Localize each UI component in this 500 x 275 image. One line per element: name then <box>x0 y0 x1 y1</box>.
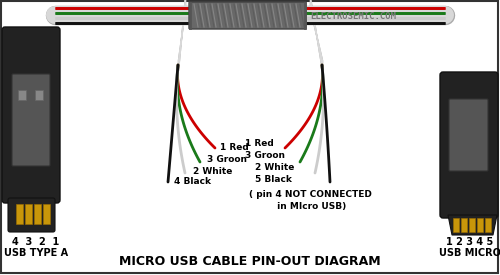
FancyBboxPatch shape <box>189 2 306 29</box>
Bar <box>469 218 475 232</box>
Bar <box>16 204 23 224</box>
Text: USB MICRO: USB MICRO <box>439 248 500 258</box>
Text: 5 Black: 5 Black <box>255 175 292 183</box>
Bar <box>485 218 491 232</box>
FancyBboxPatch shape <box>35 90 43 100</box>
Text: 3 Groon: 3 Groon <box>207 155 247 164</box>
FancyBboxPatch shape <box>440 72 498 218</box>
Text: 4 Black: 4 Black <box>174 177 211 186</box>
Text: ELECTROSEMIC.COM: ELECTROSEMIC.COM <box>310 12 396 21</box>
Text: 1 2 3 4 5: 1 2 3 4 5 <box>446 237 494 247</box>
Bar <box>453 218 459 232</box>
Text: ( pin 4 NOT CONNECTED: ( pin 4 NOT CONNECTED <box>248 190 372 199</box>
FancyBboxPatch shape <box>8 198 55 232</box>
Bar <box>34 204 41 224</box>
Text: 2 White: 2 White <box>255 163 294 172</box>
Bar <box>477 218 483 232</box>
FancyBboxPatch shape <box>449 99 488 171</box>
Text: 1 Red: 1 Red <box>220 144 249 153</box>
Text: MICRO USB CABLE PIN-OUT DIAGRAM: MICRO USB CABLE PIN-OUT DIAGRAM <box>119 255 381 268</box>
Bar <box>43 204 50 224</box>
Text: 1 Red: 1 Red <box>245 139 274 147</box>
Bar <box>25 204 32 224</box>
FancyBboxPatch shape <box>18 90 26 100</box>
FancyBboxPatch shape <box>12 74 50 166</box>
Bar <box>461 218 467 232</box>
Text: 3 Groon: 3 Groon <box>245 152 285 161</box>
FancyBboxPatch shape <box>2 27 60 203</box>
Text: 2 White: 2 White <box>193 166 232 175</box>
Text: in MIcro USB): in MIcro USB) <box>274 202 346 211</box>
Text: 4  3  2  1: 4 3 2 1 <box>12 237 60 247</box>
Text: USB TYPE A: USB TYPE A <box>4 248 68 258</box>
Polygon shape <box>448 215 497 235</box>
